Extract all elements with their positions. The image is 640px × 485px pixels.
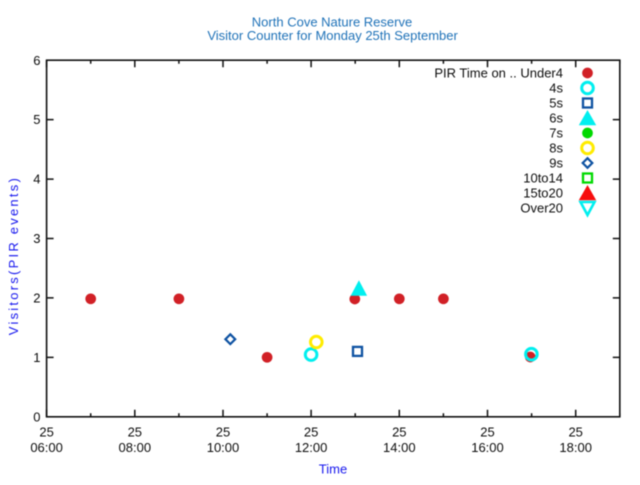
svg-text:18:00: 18:00 <box>559 440 592 455</box>
svg-text:Over20: Over20 <box>520 201 563 216</box>
svg-text:6s: 6s <box>549 111 563 126</box>
svg-text:25: 25 <box>39 425 53 440</box>
svg-text:10to14: 10to14 <box>523 171 563 186</box>
svg-text:08:00: 08:00 <box>119 440 152 455</box>
svg-text:North Cove Nature Reserve: North Cove Nature Reserve <box>252 14 412 29</box>
svg-text:12:00: 12:00 <box>295 440 328 455</box>
svg-text:0: 0 <box>33 409 40 424</box>
svg-text:15to20: 15to20 <box>523 186 563 201</box>
svg-text:4: 4 <box>33 172 40 187</box>
svg-text:06:00: 06:00 <box>30 440 63 455</box>
svg-text:PIR Time on .. Under4: PIR Time on .. Under4 <box>434 66 563 81</box>
svg-text:25: 25 <box>128 425 142 440</box>
svg-text:25: 25 <box>480 425 494 440</box>
svg-text:25: 25 <box>304 425 318 440</box>
svg-text:25: 25 <box>568 425 582 440</box>
svg-text:4s: 4s <box>549 81 563 96</box>
svg-text:25: 25 <box>216 425 230 440</box>
svg-text:Visitor Counter for Monday 25t: Visitor Counter for Monday 25th Septembe… <box>207 28 458 43</box>
svg-text:14:00: 14:00 <box>383 440 416 455</box>
svg-text:16:00: 16:00 <box>471 440 504 455</box>
svg-text:Visitors(PIR events): Visitors(PIR events) <box>6 176 21 335</box>
svg-text:3: 3 <box>33 231 40 246</box>
svg-text:5s: 5s <box>549 96 563 111</box>
svg-text:9s: 9s <box>549 156 563 171</box>
svg-text:Time: Time <box>319 462 347 477</box>
svg-text:8s: 8s <box>549 141 563 156</box>
svg-text:2: 2 <box>33 291 40 306</box>
svg-text:7s: 7s <box>549 126 563 141</box>
svg-text:1: 1 <box>33 350 40 365</box>
svg-text:5: 5 <box>33 112 40 127</box>
svg-text:6: 6 <box>33 53 40 68</box>
svg-text:10:00: 10:00 <box>207 440 240 455</box>
svg-text:25: 25 <box>392 425 406 440</box>
